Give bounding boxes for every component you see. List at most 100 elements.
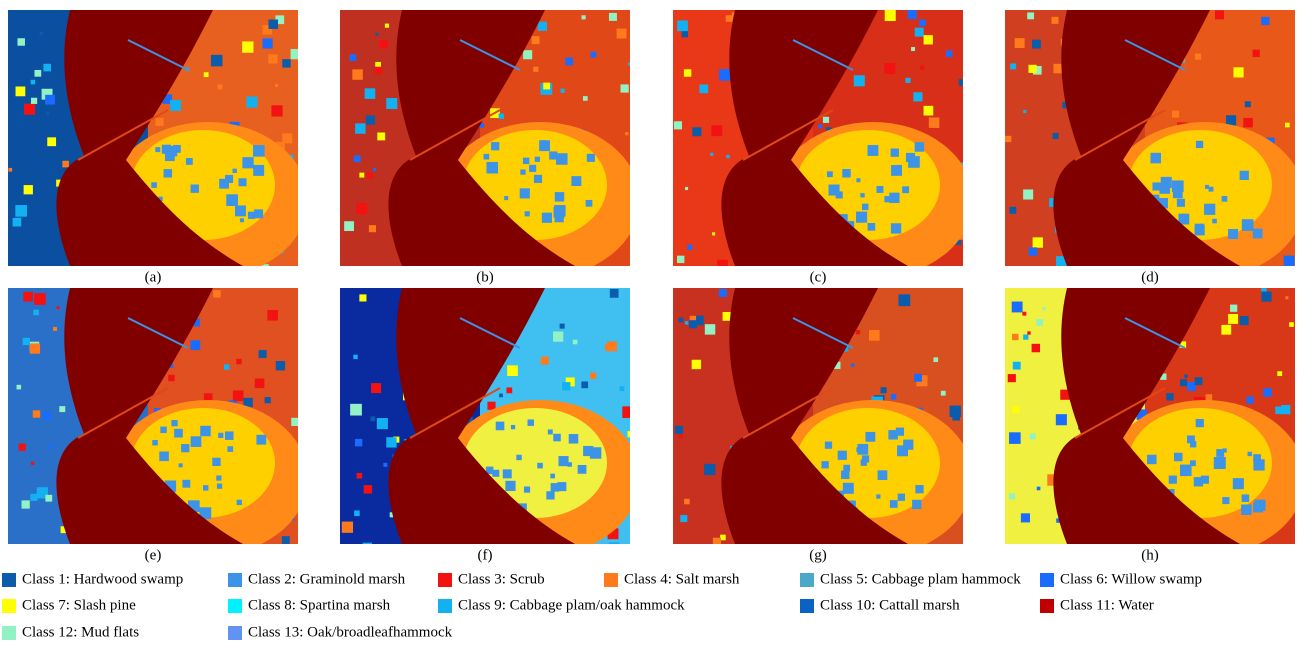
map-texture xyxy=(860,193,864,197)
map-texture xyxy=(200,426,210,436)
map-texture xyxy=(1253,454,1261,462)
map-texture xyxy=(1029,247,1037,255)
map-texture xyxy=(191,436,202,447)
map-texture xyxy=(45,95,55,105)
map-texture xyxy=(627,431,633,437)
map-texture xyxy=(560,324,565,329)
map-texture xyxy=(246,97,257,108)
map-texture xyxy=(1151,153,1162,164)
map-texture xyxy=(862,204,868,210)
map-texture xyxy=(23,292,33,302)
classification-map xyxy=(673,10,973,278)
map-texture xyxy=(1009,207,1016,214)
map-texture xyxy=(152,440,157,445)
map-texture xyxy=(186,158,193,165)
map-texture xyxy=(242,157,253,168)
map-texture xyxy=(181,444,189,452)
map-texture xyxy=(625,132,628,135)
map-texture xyxy=(191,184,199,192)
map-texture xyxy=(24,185,33,194)
map-texture xyxy=(924,35,933,44)
map-texture xyxy=(896,428,904,436)
map-texture xyxy=(959,79,966,86)
map-texture xyxy=(267,310,278,321)
map-texture xyxy=(22,500,30,508)
map-texture xyxy=(1152,182,1160,190)
legend-swatch xyxy=(1040,573,1054,587)
map-texture xyxy=(255,378,265,388)
map-texture xyxy=(1015,38,1025,48)
map-texture xyxy=(31,98,37,104)
map-texture xyxy=(1246,396,1253,403)
map-texture xyxy=(719,69,731,81)
map-texture xyxy=(275,84,278,87)
map-texture xyxy=(1166,393,1173,400)
map-texture xyxy=(499,113,504,118)
map-texture xyxy=(915,28,924,37)
map-texture xyxy=(484,154,490,160)
map-texture xyxy=(1277,371,1282,376)
map-texture xyxy=(233,390,244,401)
map-texture xyxy=(569,434,579,444)
map-texture xyxy=(379,40,388,49)
map-texture xyxy=(30,343,40,353)
map-texture xyxy=(237,206,245,214)
map-texture xyxy=(1177,199,1185,207)
map-texture xyxy=(34,293,46,305)
map-texture xyxy=(355,123,365,133)
map-texture xyxy=(1295,264,1299,274)
map-texture xyxy=(352,69,362,79)
map-texture xyxy=(523,158,529,164)
map-texture xyxy=(829,185,840,196)
map-texture xyxy=(682,31,688,37)
map-texture xyxy=(591,52,597,58)
map-texture xyxy=(34,70,41,77)
map-texture xyxy=(678,318,683,323)
map-texture xyxy=(506,387,512,393)
map-texture xyxy=(1052,17,1059,24)
map-texture xyxy=(182,480,190,488)
map-texture xyxy=(151,182,157,188)
map-texture xyxy=(856,447,861,452)
map-texture xyxy=(357,473,363,479)
map-texture xyxy=(30,494,37,501)
map-texture xyxy=(1005,136,1011,142)
map-texture xyxy=(675,426,683,434)
map-texture xyxy=(699,84,708,93)
classification-map xyxy=(673,288,973,556)
map-texture xyxy=(818,124,822,128)
map-texture xyxy=(487,402,495,410)
map-texture xyxy=(1215,10,1224,19)
map-texture xyxy=(1285,296,1288,299)
map-texture xyxy=(881,387,887,393)
map-texture xyxy=(1187,435,1195,443)
map-texture xyxy=(1036,319,1043,326)
map-texture xyxy=(851,364,854,367)
map-texture xyxy=(903,440,913,450)
map-texture xyxy=(533,67,538,72)
map-texture xyxy=(891,394,897,400)
map-texture xyxy=(571,176,581,186)
map-texture xyxy=(375,67,383,75)
map-texture xyxy=(1027,12,1034,19)
map-texture xyxy=(868,223,876,231)
map-texture xyxy=(1248,452,1252,456)
map-texture xyxy=(1243,118,1253,128)
map-texture xyxy=(259,350,267,358)
map-texture xyxy=(1222,497,1229,504)
map-texture xyxy=(1022,312,1026,316)
map-texture xyxy=(1214,457,1226,469)
map-texture xyxy=(1030,433,1036,439)
map-texture xyxy=(1233,67,1243,77)
map-texture xyxy=(262,38,272,48)
map-texture xyxy=(354,510,360,516)
map-texture xyxy=(155,147,160,152)
map-texture xyxy=(268,19,278,29)
map-texture xyxy=(8,168,12,172)
map-texture xyxy=(377,418,388,429)
map-texture xyxy=(542,140,546,144)
map-texture xyxy=(520,188,530,198)
map-texture xyxy=(684,499,690,505)
map-texture xyxy=(56,306,59,309)
map-texture xyxy=(350,404,362,416)
